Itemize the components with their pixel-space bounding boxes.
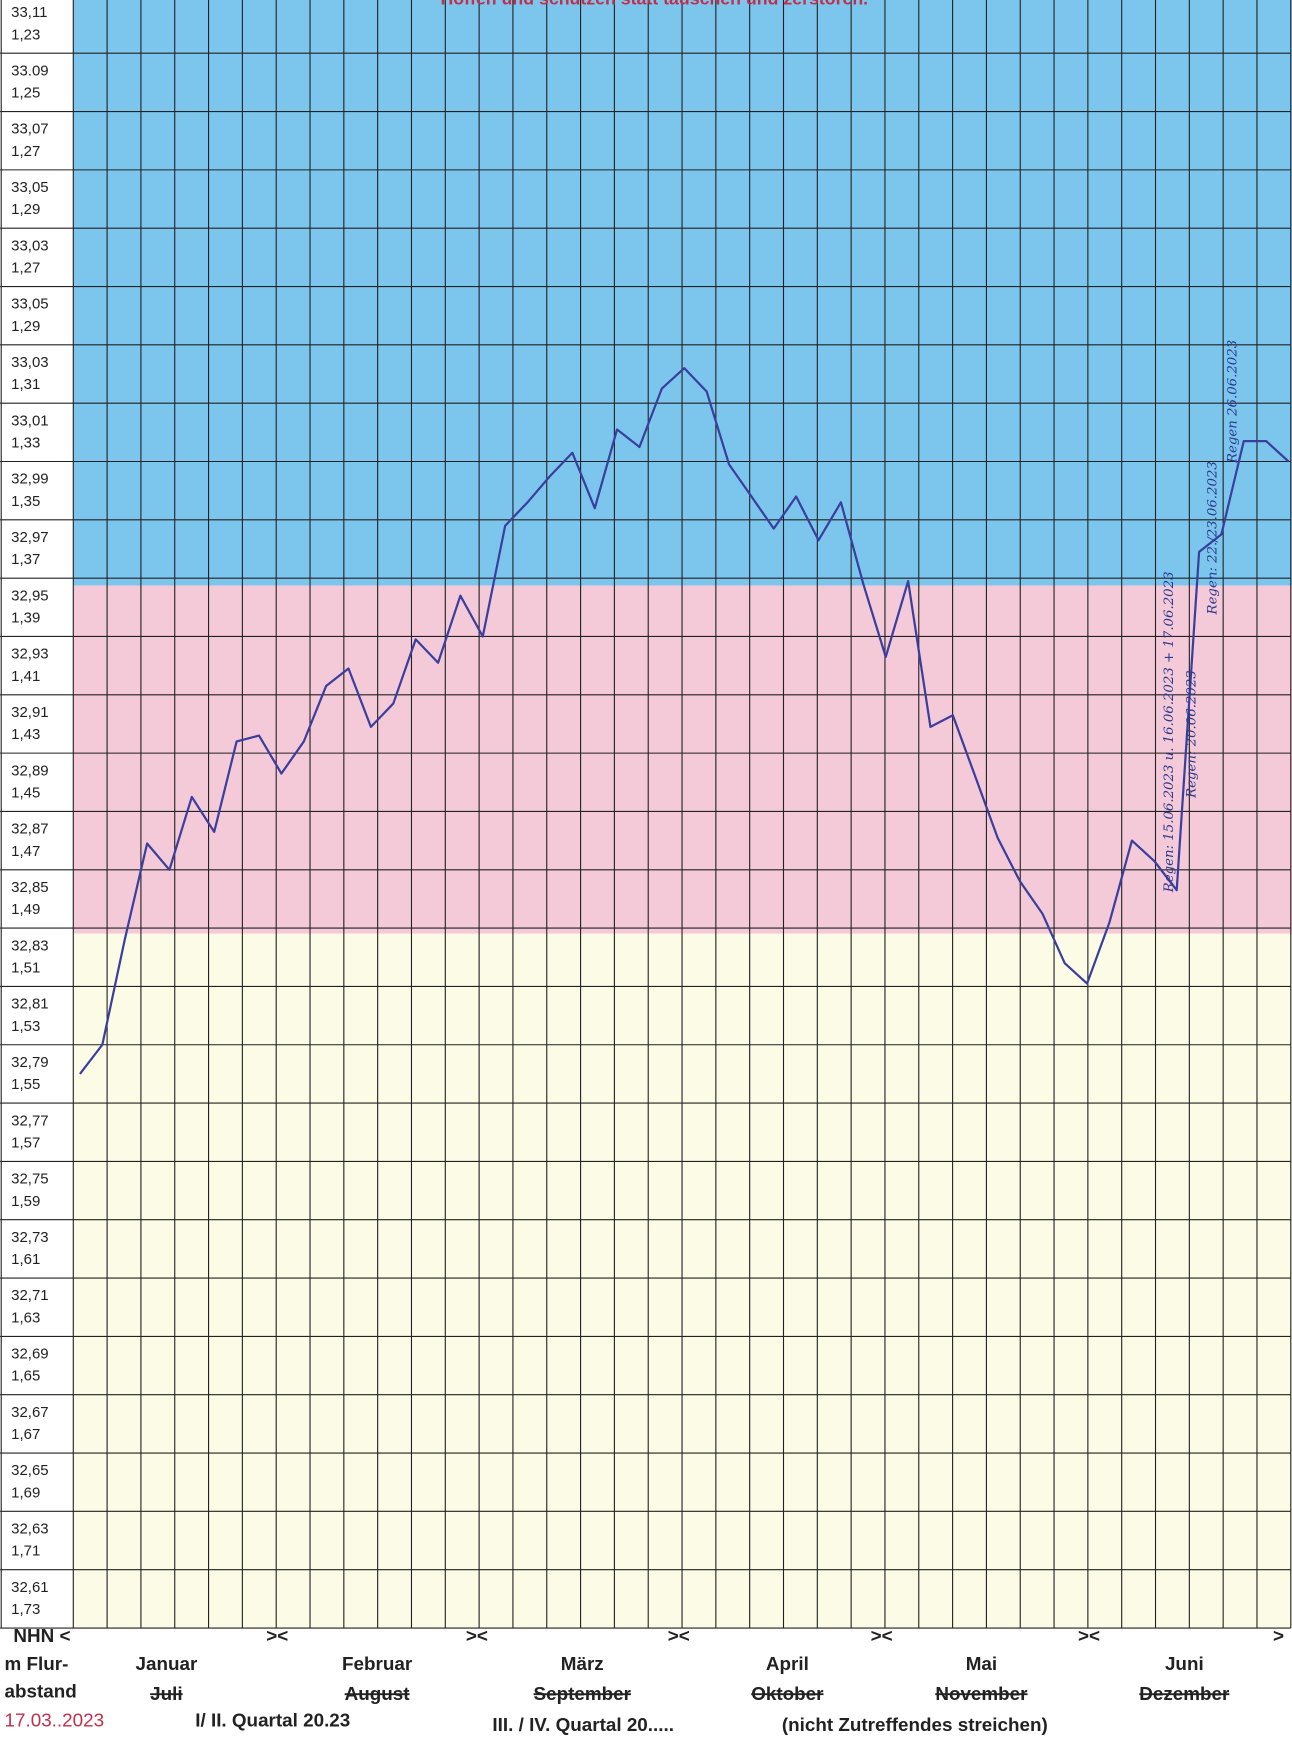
separator: >< — [266, 1625, 288, 1646]
row-label: 1,71 — [11, 1543, 40, 1560]
date: 17.03..2023 — [5, 1709, 105, 1730]
row-label: 32,95 — [11, 587, 48, 604]
row-label: 1,25 — [11, 85, 40, 102]
row-label: 33,07 — [11, 121, 48, 138]
row-label: 1,33 — [11, 435, 40, 452]
row-label: 1,69 — [11, 1484, 40, 1501]
page: {"chart_data": { "type": "line", "title"… — [0, 0, 1292, 1742]
separator: >< — [466, 1625, 488, 1646]
row-label: 32,93 — [11, 646, 48, 663]
row-label: 33.09 — [11, 62, 48, 79]
month-struck: Juli — [150, 1683, 182, 1704]
row-label: 32,69 — [11, 1346, 48, 1363]
separator: >< — [871, 1625, 893, 1646]
row-label: 32,63 — [11, 1521, 48, 1538]
month: April — [766, 1653, 809, 1674]
row-label: 32,65 — [11, 1462, 48, 1479]
axis-label: m Flur- — [5, 1653, 69, 1674]
row-label: 1,49 — [11, 901, 40, 918]
row-label: 33,01 — [11, 412, 48, 429]
row-label: 32,89 — [11, 762, 48, 779]
row-label: 1,47 — [11, 843, 40, 860]
row-label: 1,57 — [11, 1134, 40, 1151]
month-struck: November — [935, 1683, 1028, 1704]
end-marker: > — [1273, 1625, 1284, 1646]
row-label: 1,45 — [11, 784, 40, 801]
month-struck: Dezember — [1139, 1683, 1230, 1704]
row-label: 1,63 — [11, 1309, 40, 1326]
month: Juni — [1165, 1653, 1204, 1674]
separator: >< — [668, 1625, 690, 1646]
month: Januar — [136, 1653, 198, 1674]
row-label: 1,29 — [11, 201, 40, 218]
row-label: 1,43 — [11, 726, 40, 743]
row-label: 33,11 — [11, 4, 47, 21]
band-yellow — [73, 934, 1292, 1628]
row-label: 1,29 — [11, 318, 40, 335]
row-label: 1,51 — [11, 959, 40, 976]
title: Hoffen und schützen statt täuschen und z… — [440, 0, 868, 8]
row-label: 32,83 — [11, 937, 48, 954]
row-label: 33,03 — [11, 354, 48, 371]
row-label: 1,31 — [11, 376, 40, 393]
quarter: I/ II. Quartal 20.23 — [195, 1709, 350, 1730]
annotation: Regen: 20.06.2023 — [1184, 670, 1199, 799]
band-blue — [73, 0, 1292, 585]
row-label: 32,71 — [11, 1287, 48, 1304]
row-label: 1,73 — [11, 1601, 40, 1618]
row-label: 1,61 — [11, 1251, 40, 1268]
row-label: 32,79 — [11, 1054, 48, 1071]
row-label: 32,99 — [11, 471, 48, 488]
row-label: 32,81 — [11, 996, 48, 1013]
row-label: 32,91 — [11, 704, 48, 721]
annotation: Regen 26.06.2023 — [1225, 340, 1240, 464]
row-label: 32,97 — [11, 529, 48, 546]
month: März — [561, 1653, 604, 1674]
row-label: 1,23 — [11, 26, 40, 43]
row-label: 1,27 — [11, 143, 40, 160]
row-label: 32,73 — [11, 1229, 48, 1246]
month: Mai — [966, 1653, 997, 1674]
row-label: 1,53 — [11, 1018, 40, 1035]
row-label: 1,59 — [11, 1193, 40, 1210]
row-label: 32,67 — [11, 1404, 48, 1421]
row-label: 1,65 — [11, 1368, 40, 1385]
row-label: 33,03 — [11, 237, 48, 254]
annotation: Regen: 15.06.2023 u. 16.06.2023 + 17.06.… — [1162, 571, 1177, 893]
month: Februar — [342, 1653, 413, 1674]
row-label: 1,27 — [11, 260, 40, 277]
row-label: 33,05 — [11, 179, 48, 196]
chart: Hoffen und schützen statt täuschen und z… — [0, 0, 1292, 1742]
row-label: 33,05 — [11, 296, 48, 313]
band-pink — [73, 585, 1292, 933]
axis-label: abstand — [5, 1681, 77, 1702]
month-struck: Oktober — [751, 1683, 824, 1704]
row-label: 32,75 — [11, 1171, 48, 1188]
row-label: 32,61 — [11, 1579, 48, 1596]
row-label: 1,67 — [11, 1426, 40, 1443]
quarter: III. / IV. Quartal 20..... — [492, 1714, 674, 1735]
separator: >< — [1078, 1625, 1100, 1646]
row-label: 32,87 — [11, 821, 48, 838]
axis-label: NHN < — [13, 1625, 70, 1646]
annotation: Regen: 22./23.06.2023 — [1206, 461, 1221, 615]
month-struck: September — [534, 1683, 632, 1704]
month-struck: August — [345, 1683, 411, 1704]
note: (nicht Zutreffendes streichen) — [782, 1714, 1048, 1735]
row-label: 1,35 — [11, 493, 40, 510]
row-label: 1,39 — [11, 610, 40, 627]
row-label: 32,77 — [11, 1112, 48, 1129]
row-label: 32,85 — [11, 879, 48, 896]
row-label: 1,55 — [11, 1076, 40, 1093]
row-label: 1,41 — [11, 668, 40, 685]
row-label: 1,37 — [11, 551, 40, 568]
